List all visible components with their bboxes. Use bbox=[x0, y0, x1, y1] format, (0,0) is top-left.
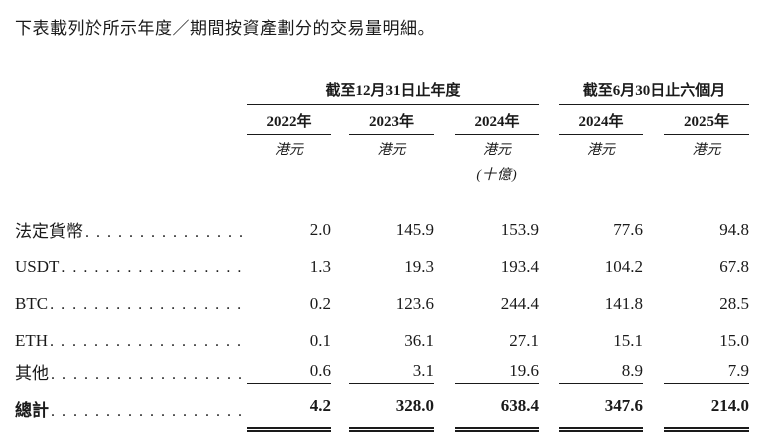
row-label: 總計 bbox=[15, 400, 49, 420]
currency-unit: 港元 bbox=[377, 143, 406, 158]
total-cell-value: 347.6 bbox=[559, 384, 643, 432]
table-row-label: USDT bbox=[15, 248, 247, 285]
cell-value: 77.6 bbox=[613, 219, 643, 239]
cell-value: 141.8 bbox=[604, 293, 643, 313]
dot-leader bbox=[49, 366, 247, 384]
cell-value: 19.6 bbox=[455, 359, 539, 384]
row-label: 其他 bbox=[15, 364, 49, 383]
currency-unit: 港元 bbox=[587, 143, 615, 158]
cell-value: 2.0 bbox=[309, 219, 331, 239]
currency-unit: 港元 bbox=[692, 143, 721, 158]
cell-value: 104.2 bbox=[604, 256, 643, 276]
total-cell-value: 214.0 bbox=[664, 384, 749, 432]
cell-value: 0.6 bbox=[247, 359, 331, 384]
cell-value: 67.8 bbox=[719, 256, 749, 276]
currency-unit: 港元 bbox=[275, 143, 303, 158]
cell-value: 3.1 bbox=[349, 359, 434, 384]
dot-leader bbox=[59, 259, 247, 277]
currency-unit: 港元 bbox=[483, 143, 511, 158]
cell-value: 1.3 bbox=[309, 256, 331, 276]
cell-value: 27.1 bbox=[509, 330, 539, 350]
table-row-label: BTC bbox=[15, 285, 247, 322]
table-row-label: 法定貨幣 bbox=[15, 211, 247, 248]
dot-leader bbox=[48, 333, 247, 351]
year-header-2024: 2024年 bbox=[455, 105, 539, 135]
cell-value: 244.4 bbox=[500, 293, 539, 313]
col-group-header-annual: 截至12月31日止年度 bbox=[247, 77, 539, 105]
table-row-label: 其他 bbox=[15, 359, 247, 384]
total-row-label: 總計 bbox=[15, 384, 247, 432]
row-label: BTC bbox=[15, 293, 49, 313]
cell-value: 193.4 bbox=[500, 256, 539, 276]
total-cell-value: 638.4 bbox=[455, 384, 539, 432]
year-header-2025-h1: 2025年 bbox=[664, 105, 749, 135]
cell-value: 153.9 bbox=[500, 219, 539, 239]
total-cell-value: 328.0 bbox=[349, 384, 434, 432]
cell-value: 19.3 bbox=[404, 256, 434, 276]
row-label: ETH bbox=[15, 330, 49, 350]
dot-leader bbox=[83, 224, 247, 242]
cell-value: 145.9 bbox=[395, 219, 434, 239]
cell-value: 8.9 bbox=[559, 359, 643, 384]
year-header-2024-h1: 2024年 bbox=[559, 105, 643, 135]
document-page: 下表載列於所示年度／期間按資產劃分的交易量明細。 截至12月31日止年度 截至6… bbox=[0, 14, 764, 444]
trading-volume-table: 截至12月31日止年度 截至6月30日止六個月 2022年 2023年 2024… bbox=[15, 77, 764, 432]
dot-leader bbox=[48, 296, 247, 314]
table-row-label: ETH bbox=[15, 322, 247, 359]
col-group-header-interim: 截至6月30日止六個月 bbox=[559, 77, 749, 105]
cell-value: 28.5 bbox=[719, 293, 749, 313]
year-header-2023: 2023年 bbox=[349, 105, 434, 135]
dot-leader bbox=[49, 403, 247, 421]
cell-value: 15.1 bbox=[613, 330, 643, 350]
cell-value: 15.0 bbox=[719, 330, 749, 350]
cell-value: 0.2 bbox=[309, 293, 331, 313]
cell-value: 0.1 bbox=[309, 330, 331, 350]
cell-value: 123.6 bbox=[395, 293, 434, 313]
unit-scale-note: (十億) bbox=[476, 168, 518, 183]
row-label: 法定貨幣 bbox=[15, 222, 83, 241]
year-header-2022: 2022年 bbox=[247, 105, 331, 135]
cell-value: 7.9 bbox=[664, 359, 749, 384]
cell-value: 36.1 bbox=[404, 330, 434, 350]
cell-value: 94.8 bbox=[719, 219, 749, 239]
total-cell-value: 4.2 bbox=[247, 384, 331, 432]
row-label: USDT bbox=[15, 256, 60, 276]
table-caption: 下表載列於所示年度／期間按資產劃分的交易量明細。 bbox=[15, 19, 435, 38]
